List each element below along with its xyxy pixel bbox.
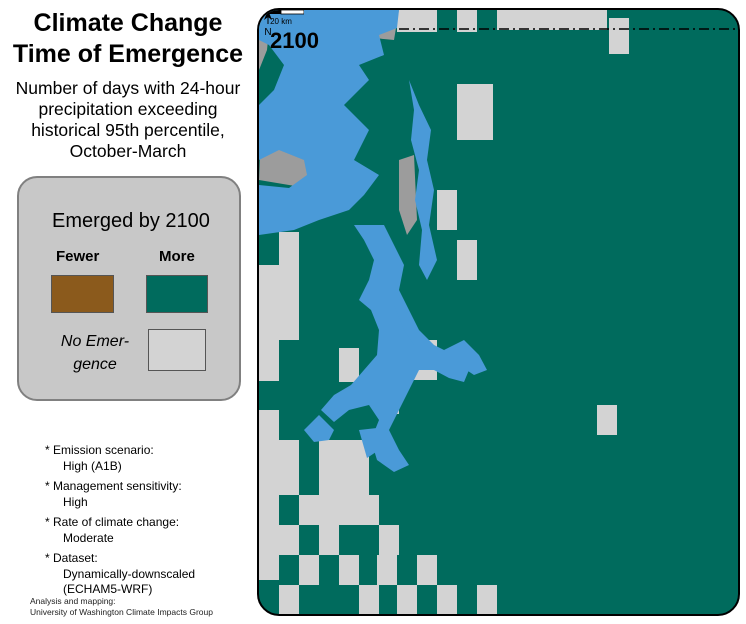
note-dataset: * Dataset: Dynamically-downscaled (ECHAM… xyxy=(45,551,250,598)
grid-cell xyxy=(299,555,319,585)
inlet-water xyxy=(409,80,437,280)
note-management-sensitivity: * Management sensitivity: High xyxy=(45,479,250,510)
note-rate-of-change: * Rate of climate change: Moderate xyxy=(45,515,250,546)
grid-cell xyxy=(279,232,299,340)
no-emergence-line-2: gence xyxy=(73,356,117,373)
inlet-water xyxy=(379,305,414,355)
subtitle-line-2: precipitation exceeding xyxy=(38,99,218,119)
grid-cell xyxy=(417,555,437,585)
note-value-2: (ECHAM5-WRF) xyxy=(63,582,153,596)
grid-cell xyxy=(437,585,457,614)
note-label: * Management sensitivity: xyxy=(45,479,182,493)
grid-cell xyxy=(379,525,399,555)
note-value: High xyxy=(63,494,88,509)
grid-cell xyxy=(279,525,299,555)
scale-label: 20 km xyxy=(270,17,292,26)
grid-cell xyxy=(597,405,617,435)
legend-swatch-more xyxy=(146,275,208,313)
no-data-area xyxy=(399,155,417,235)
strait-water xyxy=(259,10,399,235)
no-emergence-line-1: No Emer- xyxy=(60,333,130,350)
grid-cell xyxy=(437,190,457,230)
subtitle-line-1: Number of days with 24-hour xyxy=(15,78,241,98)
legend-label-no-emergence: No Emer- gence xyxy=(45,330,145,376)
grid-cell xyxy=(359,585,379,614)
puget-sound-water xyxy=(321,225,469,472)
grid-cell xyxy=(259,265,279,381)
credit: Analysis and mapping: University of Wash… xyxy=(30,596,213,617)
grid-cell xyxy=(397,10,437,32)
grid-cell xyxy=(457,240,477,280)
grid-cell xyxy=(299,495,379,525)
note-label: * Emission scenario: xyxy=(45,443,154,457)
note-value: Dynamically-downscaled xyxy=(63,566,196,581)
north-arrow-icon: N xyxy=(264,10,272,36)
note-label: * Rate of climate change: xyxy=(45,515,180,529)
legend-swatch-fewer xyxy=(51,275,114,313)
grid-cell xyxy=(609,18,629,54)
credit-line-2: University of Washington Climate Impacts… xyxy=(30,606,213,617)
grid-cell xyxy=(377,555,397,585)
grid-cell xyxy=(279,440,299,495)
inlet-water xyxy=(444,340,487,375)
grid-cell xyxy=(319,525,339,555)
note-value: Moderate xyxy=(63,530,114,545)
legend-swatch-no-emergence xyxy=(148,329,206,371)
legend-panel: Climate Change Time of Emergence Number … xyxy=(0,0,256,624)
north-label: N xyxy=(264,27,271,36)
legend-label-more: More xyxy=(159,248,195,265)
grid-cell xyxy=(319,440,369,495)
grid-cell xyxy=(339,348,359,382)
subtitle-line-4: October-March xyxy=(69,141,187,161)
title-line-1: Climate Change xyxy=(33,9,223,37)
grid-cell xyxy=(497,10,607,30)
map-year-label: 2100 xyxy=(270,28,319,53)
legend-title: Emerged by 2100 xyxy=(52,210,210,232)
legend-box: Emerged by 2100 Fewer More No Emer- genc… xyxy=(17,176,241,401)
title-line-2: Time of Emergence xyxy=(12,40,244,68)
grid-cell xyxy=(457,10,477,32)
grid-cell xyxy=(397,585,417,614)
note-emission-scenario: * Emission scenario: High (A1B) xyxy=(45,443,250,474)
grid-cell xyxy=(339,555,359,585)
note-value: High (A1B) xyxy=(63,458,122,473)
credit-line-1: Analysis and mapping: xyxy=(30,596,116,606)
grid-cell xyxy=(477,585,497,614)
scale-bar: 20 km xyxy=(259,10,304,26)
map-frame: 2100 N 20 km xyxy=(257,8,740,616)
note-label: * Dataset: xyxy=(45,551,98,565)
subtitle-line-3: historical 95th percentile, xyxy=(31,120,225,140)
map-title: Climate Change Time of Emergence xyxy=(0,8,256,70)
grid-cell xyxy=(457,84,493,140)
grid-cell xyxy=(259,410,279,580)
water-body xyxy=(259,10,487,472)
grid-cell xyxy=(279,585,299,614)
inlet-water xyxy=(304,415,334,442)
map-subtitle: Number of days with 24-hour precipitatio… xyxy=(0,78,256,162)
inlet-water xyxy=(359,428,379,458)
scenario-notes: * Emission scenario: High (A1B) * Manage… xyxy=(45,443,250,603)
map-canvas xyxy=(259,10,738,614)
legend-label-fewer: Fewer xyxy=(56,248,100,265)
